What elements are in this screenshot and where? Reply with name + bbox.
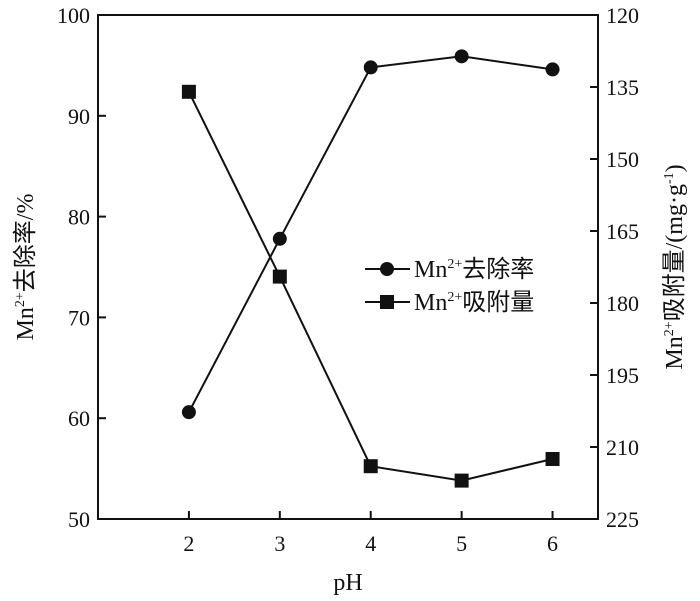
right-y-axis-title: Mn2+吸附量/(mg·g-1) bbox=[661, 164, 688, 369]
right-y-tick-label: 210 bbox=[606, 435, 639, 460]
legend-label-adsorption-base: Mn bbox=[414, 290, 447, 316]
right-y-tick-label: 225 bbox=[606, 507, 639, 532]
legend-marker-circle bbox=[380, 262, 394, 276]
adsorption-point bbox=[454, 473, 469, 488]
x-tick-label: 5 bbox=[456, 531, 467, 556]
left-y-axis-title-sup: 2+ bbox=[13, 292, 28, 307]
right-y-axis-title-rest: 吸附量/(mg·g bbox=[661, 184, 688, 321]
right-y-axis-title-base: Mn bbox=[662, 336, 688, 369]
left-y-tick-label: 90 bbox=[68, 104, 90, 129]
x-tick-label: 2 bbox=[183, 531, 194, 556]
left-y-tick-label: 100 bbox=[57, 3, 90, 28]
chart-series bbox=[181, 49, 560, 488]
right-y-tick-label: 150 bbox=[606, 147, 639, 172]
plot-frame bbox=[97, 14, 599, 520]
right-y-tick-label: 120 bbox=[606, 3, 639, 28]
left-y-axis-title-rest: 去除率/% bbox=[12, 194, 39, 293]
right-y-tick-label: 180 bbox=[606, 291, 639, 316]
right-y-tick-label: 165 bbox=[606, 219, 639, 244]
legend-label-removal-sup: 2+ bbox=[447, 257, 462, 272]
left-y-tick-label: 60 bbox=[68, 406, 90, 431]
adsorption-point bbox=[545, 452, 560, 466]
legend: Mn2+去除率 Mn2+吸附量 bbox=[365, 256, 534, 316]
x-axis-title: pH bbox=[333, 570, 362, 596]
chart-axes: 2 3 4 5 6 50 60 70 80 90 100 120 135 150 165 180 195 210 2… bbox=[57, 3, 639, 556]
legend-label-adsorption-rest: 吸附量 bbox=[462, 289, 534, 316]
x-tick-label: 3 bbox=[274, 531, 285, 556]
removal-rate-line bbox=[188, 55, 553, 413]
legend-label-adsorption: Mn2+吸附量 bbox=[414, 289, 534, 316]
legend-label-adsorption-sup: 2+ bbox=[447, 290, 462, 305]
legend-marker-square bbox=[380, 295, 394, 309]
removal-rate-point bbox=[454, 49, 469, 64]
right-y-axis-title-end: ) bbox=[662, 164, 688, 172]
left-y-tick-label: 80 bbox=[68, 205, 90, 230]
legend-label-removal-rest: 去除率 bbox=[462, 256, 534, 283]
adsorption-point bbox=[363, 459, 378, 474]
adsorption-point bbox=[272, 269, 287, 284]
right-y-tick-label: 135 bbox=[606, 75, 639, 100]
adsorption-point bbox=[181, 84, 196, 99]
legend-label-removal-base: Mn bbox=[414, 257, 447, 283]
left-y-axis-title: Mn2+去除率/% bbox=[12, 194, 39, 341]
left-y-tick-label: 50 bbox=[68, 507, 90, 532]
removal-rate-point bbox=[181, 405, 196, 420]
right-y-axis-title-sup2: -1 bbox=[662, 172, 677, 184]
adsorption-line bbox=[188, 91, 553, 482]
right-y-tick-label: 195 bbox=[606, 363, 639, 388]
right-y-axis-title-sup: 2+ bbox=[662, 321, 677, 336]
left-y-axis-title-base: Mn bbox=[13, 307, 39, 340]
removal-rate-point bbox=[545, 62, 560, 77]
legend-label-removal: Mn2+去除率 bbox=[414, 256, 534, 283]
removal-rate-point bbox=[363, 60, 378, 75]
x-tick-label: 4 bbox=[365, 531, 376, 556]
x-tick-label: 6 bbox=[547, 531, 558, 556]
left-y-tick-label: 70 bbox=[68, 305, 90, 330]
removal-rate-point bbox=[272, 231, 287, 246]
